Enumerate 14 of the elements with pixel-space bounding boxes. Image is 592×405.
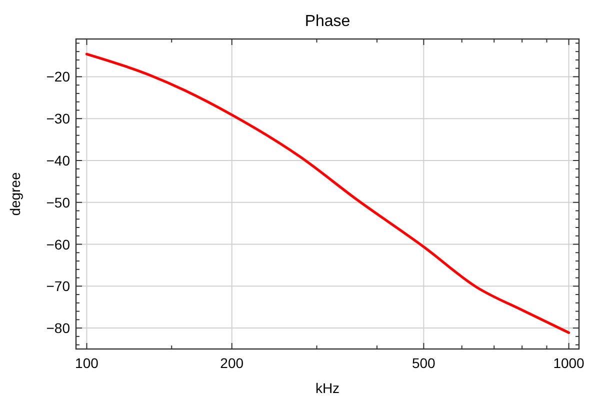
y-axis-title: degree (7, 172, 23, 216)
y-tick-label: −60 (46, 236, 70, 252)
x-tick-label: 500 (412, 355, 436, 371)
y-tick-label: −20 (46, 68, 70, 85)
y-tick-label: −40 (46, 152, 70, 168)
chart-title: Phase (304, 13, 350, 30)
x-tick-label: 200 (220, 355, 244, 371)
x-axis-title: kHz (315, 380, 340, 396)
x-tick-label: 1000 (553, 355, 585, 371)
y-tick-label: −30 (46, 110, 70, 127)
y-tick-label: −70 (46, 278, 70, 294)
y-tick-label: −80 (46, 320, 70, 336)
x-tick-label: 100 (75, 355, 99, 371)
y-tick-label: −50 (46, 194, 70, 210)
